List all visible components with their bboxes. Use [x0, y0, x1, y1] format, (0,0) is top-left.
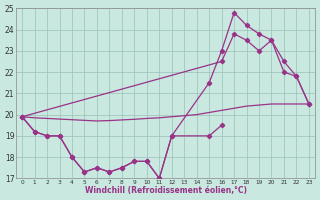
- X-axis label: Windchill (Refroidissement éolien,°C): Windchill (Refroidissement éolien,°C): [84, 186, 246, 195]
